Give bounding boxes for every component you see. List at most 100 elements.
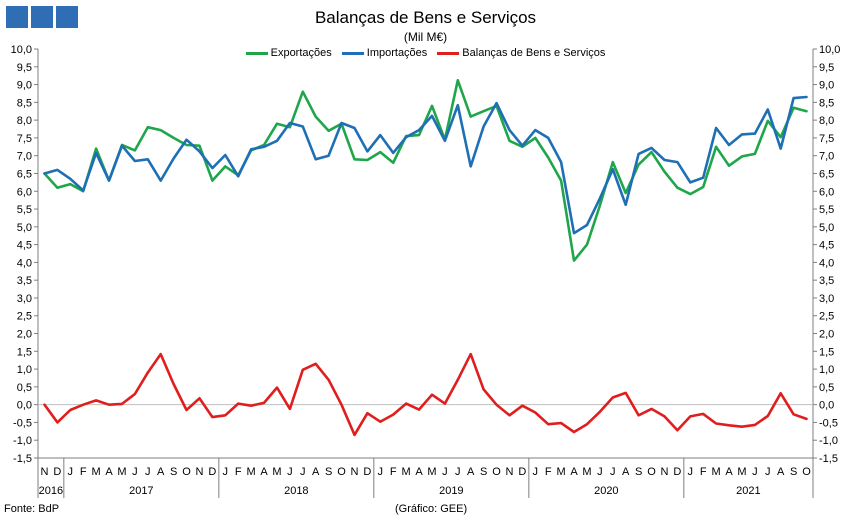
y-tick-label-right: 5,5 <box>819 204 834 216</box>
y-tick-label-right: 5,0 <box>819 222 834 234</box>
y-tick-label-left: 5,0 <box>17 222 32 234</box>
y-tick-label-right: 0,5 <box>819 382 834 394</box>
x-tick-label: J <box>455 466 461 478</box>
x-tick-label: F <box>80 466 87 478</box>
y-tick-label-right: 6,0 <box>819 186 834 198</box>
x-tick-label: N <box>40 466 48 478</box>
y-tick-label-right: 9,0 <box>819 80 834 92</box>
x-tick-label: A <box>312 466 320 478</box>
x-tick-label: J <box>597 466 603 478</box>
y-tick-label-left: 0,5 <box>17 382 32 394</box>
x-tick-label: J <box>533 466 539 478</box>
y-tick-label-left: 5,5 <box>17 204 32 216</box>
y-tick-label-right: 1,0 <box>819 364 834 376</box>
x-tick-label: A <box>260 466 268 478</box>
legend-swatch-exports <box>245 51 268 55</box>
x-tick-label: J <box>765 466 771 478</box>
x-tick-label: M <box>427 466 436 478</box>
y-tick-label-left: 3,0 <box>17 293 32 305</box>
x-tick-label: O <box>182 466 191 478</box>
y-tick-label-left: 7,0 <box>17 151 32 163</box>
legend-item-imports: Importações <box>341 47 427 59</box>
y-tick-label-right: 6,5 <box>819 168 834 180</box>
chart-title: Balanças de Bens e Serviços <box>314 8 537 27</box>
y-tick-label-right: -1,0 <box>819 435 838 447</box>
y-tick-label-left: -1,0 <box>13 435 32 447</box>
legend-label-balance: Balanças de Bens e Serviços <box>462 47 606 59</box>
x-tick-label: M <box>272 466 281 478</box>
exports-line <box>43 79 808 262</box>
legend-swatch-imports <box>341 51 364 55</box>
legend-label-exports: Exportações <box>270 47 332 59</box>
x-tick-label: N <box>660 466 668 478</box>
y-tick-label-left: 6,5 <box>17 168 32 180</box>
x-tick-label: M <box>557 466 566 478</box>
chart-subtitle: (Mil M€) <box>403 30 448 44</box>
logo-square-icon <box>6 6 28 28</box>
y-tick-label-right: 3,5 <box>819 275 834 287</box>
y-tick-label-right: 3,0 <box>819 293 834 305</box>
y-tick-label-right: 4,0 <box>819 257 834 269</box>
year-label: 2016 <box>39 485 63 497</box>
balance-line <box>43 352 808 437</box>
year-label: 2019 <box>439 485 463 497</box>
publisher-logo <box>6 6 78 28</box>
chart-legend: Exportações Importações Balanças de Bens… <box>0 47 851 59</box>
y-tick-label-left: 9,5 <box>17 62 32 74</box>
x-tick-label: O <box>647 466 656 478</box>
x-tick-label: S <box>480 466 487 478</box>
x-tick-label: S <box>635 466 642 478</box>
y-tick-label-left: 2,5 <box>17 311 32 323</box>
y-tick-label-left: 1,0 <box>17 364 32 376</box>
year-label: 2018 <box>284 485 308 497</box>
x-tick-label: A <box>467 466 475 478</box>
y-tick-label-left: 1,5 <box>17 346 32 358</box>
legend-item-balance: Balanças de Bens e Serviços <box>437 47 605 59</box>
x-tick-label: F <box>235 466 242 478</box>
x-tick-label: O <box>337 466 346 478</box>
y-tick-label-right: 4,5 <box>819 240 834 252</box>
x-tick-label: J <box>145 466 151 478</box>
y-tick-label-left: 10,0 <box>11 44 32 56</box>
y-tick-label-left: -1,5 <box>13 453 32 465</box>
y-tick-label-left: 8,5 <box>17 97 32 109</box>
x-tick-label: M <box>92 466 101 478</box>
x-tick-label: N <box>505 466 513 478</box>
imports-line <box>43 95 808 235</box>
x-tick-label: J <box>752 466 758 478</box>
y-tick-label-left: 2,0 <box>17 329 32 341</box>
logo-square-icon <box>31 6 53 28</box>
y-tick-label-right: 0,0 <box>819 400 834 412</box>
x-tick-label: A <box>777 466 785 478</box>
x-tick-label: J <box>378 466 384 478</box>
y-tick-label-right: 9,5 <box>819 62 834 74</box>
x-tick-label: A <box>157 466 165 478</box>
y-tick-label-right: 1,5 <box>819 346 834 358</box>
y-tick-label-left: 0,0 <box>17 400 32 412</box>
x-tick-label: M <box>402 466 411 478</box>
x-tick-label: D <box>673 466 681 478</box>
x-tick-label: N <box>350 466 358 478</box>
x-tick-label: D <box>518 466 526 478</box>
y-tick-label-right: 7,5 <box>819 133 834 145</box>
x-tick-label: A <box>570 466 578 478</box>
x-tick-label: F <box>390 466 397 478</box>
x-tick-label: D <box>208 466 216 478</box>
x-tick-label: J <box>287 466 293 478</box>
y-tick-label-left: 9,0 <box>17 80 32 92</box>
x-tick-label: S <box>790 466 797 478</box>
x-tick-label: O <box>802 466 811 478</box>
y-tick-label-left: 3,5 <box>17 275 32 287</box>
x-tick-label: A <box>622 466 630 478</box>
year-label: 2020 <box>594 485 618 497</box>
x-tick-label: J <box>610 466 616 478</box>
x-tick-label: A <box>725 466 733 478</box>
x-tick-label: J <box>442 466 448 478</box>
y-tick-label-left: 6,0 <box>17 186 32 198</box>
x-tick-label: J <box>300 466 306 478</box>
year-label: 2017 <box>129 485 153 497</box>
x-tick-label: J <box>132 466 138 478</box>
x-tick-label: S <box>170 466 177 478</box>
chart-credit: (Gráfico: GEE) <box>395 503 468 515</box>
